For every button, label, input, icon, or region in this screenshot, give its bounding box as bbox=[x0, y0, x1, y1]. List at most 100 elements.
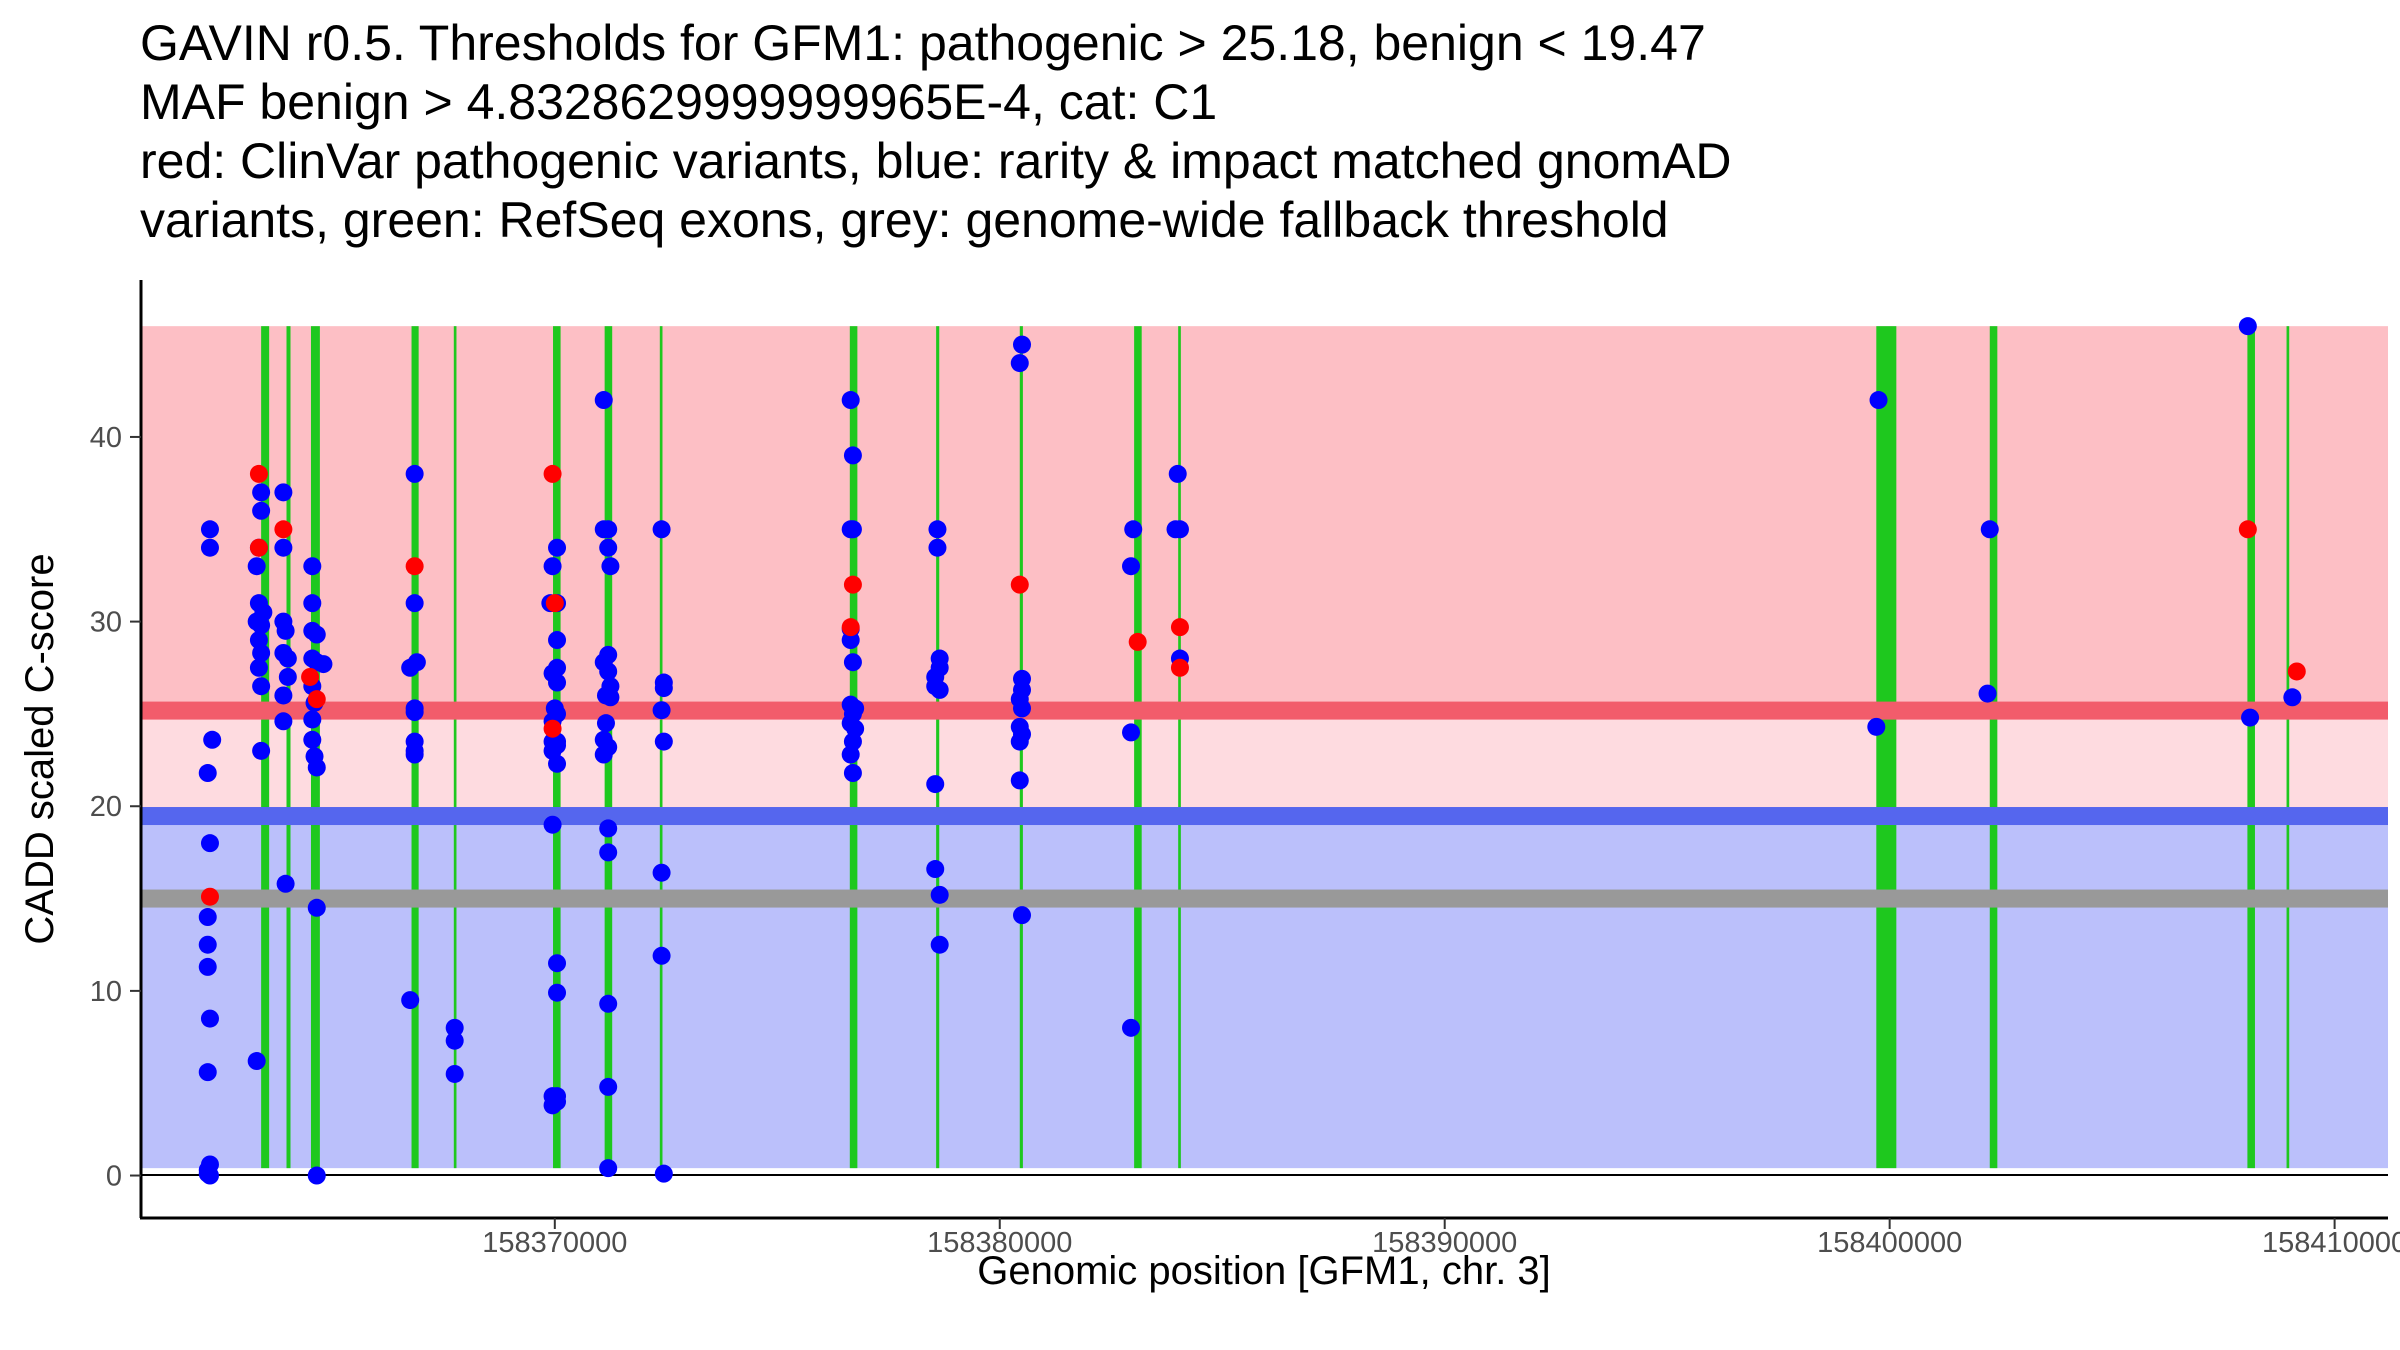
gnomad-variant-point bbox=[247, 557, 266, 576]
gnomad-variant-point bbox=[203, 730, 222, 749]
pathogenic-zone bbox=[141, 326, 2388, 711]
clinvar-variant-point bbox=[1170, 658, 1189, 677]
axis-ticks: 158370000 158380000 158390000 158400000 1584… bbox=[90, 422, 2400, 1259]
gnomad-variant-point bbox=[445, 1018, 464, 1037]
gnomad-variant-point bbox=[405, 464, 424, 483]
gnomad-variant-point bbox=[278, 649, 297, 668]
clinvar-variant-point bbox=[545, 594, 564, 613]
gnomad-variant-point bbox=[841, 631, 860, 650]
gnomad-variant-point bbox=[198, 908, 217, 927]
clinvar-variant-point bbox=[200, 887, 219, 906]
exon-bar bbox=[1134, 326, 1142, 1169]
threshold-lines bbox=[141, 701, 2388, 908]
gnomad-variant-point bbox=[654, 732, 673, 751]
gnomad-variant-point bbox=[926, 775, 945, 794]
y-tick-label: 30 bbox=[90, 607, 122, 639]
gnomad-variant-point bbox=[276, 621, 295, 640]
gnomad-variant-point bbox=[303, 594, 322, 613]
gnomad-variant-point bbox=[599, 1077, 618, 1096]
clinvar-variant-point bbox=[543, 719, 562, 738]
exon-bar bbox=[936, 326, 940, 1169]
gray-zone bbox=[141, 710, 2388, 817]
clinvar-variant-point bbox=[1128, 632, 1147, 651]
clinvar-variant-point bbox=[1010, 575, 1029, 594]
gnomad-variant-point bbox=[200, 834, 219, 853]
gnomad-variant-point bbox=[841, 745, 860, 764]
gnomad-variant-point bbox=[405, 745, 424, 764]
gnomad-variant-point bbox=[601, 557, 620, 576]
gnomad-variant-point bbox=[654, 1164, 673, 1183]
gnomad-variant-point bbox=[276, 874, 295, 893]
clinvar-variant-point bbox=[274, 520, 293, 539]
gnomad-variant-point bbox=[1010, 354, 1029, 373]
gnomad-variant-point bbox=[307, 898, 326, 917]
exon-bar bbox=[1876, 326, 1897, 1169]
gnomad-variant-point bbox=[314, 655, 333, 674]
gnomad-variant-point bbox=[2241, 708, 2260, 727]
gnomad-variant-point bbox=[652, 863, 671, 882]
gnomad-variant-point bbox=[548, 736, 567, 755]
gnomad-variant-point bbox=[278, 667, 297, 686]
gnomad-variant-point bbox=[930, 935, 949, 954]
exon-bar bbox=[286, 326, 291, 1169]
gnomad-variant-point bbox=[843, 520, 862, 539]
x-tick-label: 158410000 bbox=[2262, 1227, 2400, 1259]
gnomad-variant-point bbox=[599, 843, 618, 862]
threshold-zones bbox=[141, 326, 2388, 1169]
gnomad-variant-point bbox=[274, 538, 293, 557]
gnomad-variant-point bbox=[198, 1160, 217, 1179]
y-tick-label: 20 bbox=[90, 791, 122, 823]
gnomad-variant-point bbox=[548, 673, 567, 692]
gnomad-variant-point bbox=[652, 701, 671, 720]
gnomad-variant-point bbox=[247, 1052, 266, 1071]
x-tick-label: 158380000 bbox=[927, 1227, 1072, 1259]
x-tick-label: 158370000 bbox=[482, 1227, 627, 1259]
gnomad-variant-point bbox=[548, 954, 567, 973]
gnomad-variant-point bbox=[252, 643, 271, 662]
gnomad-variant-point bbox=[599, 994, 618, 1013]
gnomad-variant-point bbox=[1013, 699, 1032, 718]
clinvar-variant-point bbox=[249, 538, 268, 557]
chart-title-block: GAVIN r0.5. Thresholds for GFM1: pathoge… bbox=[140, 14, 2380, 250]
pathogenic-threshold-line bbox=[141, 701, 2388, 720]
gnomad-variant-point bbox=[1867, 717, 1886, 736]
gnomad-variant-point bbox=[599, 819, 618, 838]
gnomad-variant-point bbox=[926, 860, 945, 879]
gnomad-variant-point bbox=[405, 703, 424, 722]
gnomad-variant-point bbox=[445, 1064, 464, 1083]
gnomad-variant-point bbox=[843, 446, 862, 465]
exon-bar bbox=[2247, 326, 2255, 1169]
gnomad-variant-point bbox=[1013, 906, 1032, 925]
gnomad-variant-point bbox=[198, 764, 217, 783]
gnomad-variant-point bbox=[303, 557, 322, 576]
gnomad-variant-point bbox=[252, 501, 271, 520]
gnomad-variant-point bbox=[252, 741, 271, 760]
gnomad-variant-point bbox=[252, 483, 271, 502]
gnomad-variant-point bbox=[303, 710, 322, 729]
gnomad-variant-point bbox=[930, 680, 949, 699]
gnomad-variant-point bbox=[1170, 520, 1189, 539]
gnomad-variant-point bbox=[307, 758, 326, 777]
x-tick-label: 158400000 bbox=[1817, 1227, 1962, 1259]
gnomad-variant-point bbox=[2238, 317, 2257, 336]
variant-points bbox=[198, 317, 2306, 1185]
gnomad-variant-point bbox=[1869, 391, 1888, 410]
gnomad-variant-point bbox=[601, 688, 620, 707]
gnomad-variant-point bbox=[274, 686, 293, 705]
gnomad-variant-point bbox=[407, 653, 426, 672]
clinvar-variant-point bbox=[249, 464, 268, 483]
gnomad-variant-point bbox=[599, 520, 618, 539]
chart-title-line-4: variants, green: RefSeq exons, grey: gen… bbox=[140, 192, 1669, 248]
gnomad-variant-point bbox=[274, 483, 293, 502]
gnomad-variant-point bbox=[599, 538, 618, 557]
gnomad-variant-point bbox=[841, 391, 860, 410]
clinvar-variant-point bbox=[405, 557, 424, 576]
gnomad-variant-point bbox=[1013, 335, 1032, 354]
gnomad-variant-point bbox=[307, 625, 326, 644]
gnomad-variant-point bbox=[249, 658, 268, 677]
gnomad-variant-point bbox=[1978, 684, 1997, 703]
gnomad-variant-point bbox=[198, 957, 217, 976]
gnomad-variant-point bbox=[548, 631, 567, 650]
gnomad-variant-point bbox=[252, 677, 271, 696]
